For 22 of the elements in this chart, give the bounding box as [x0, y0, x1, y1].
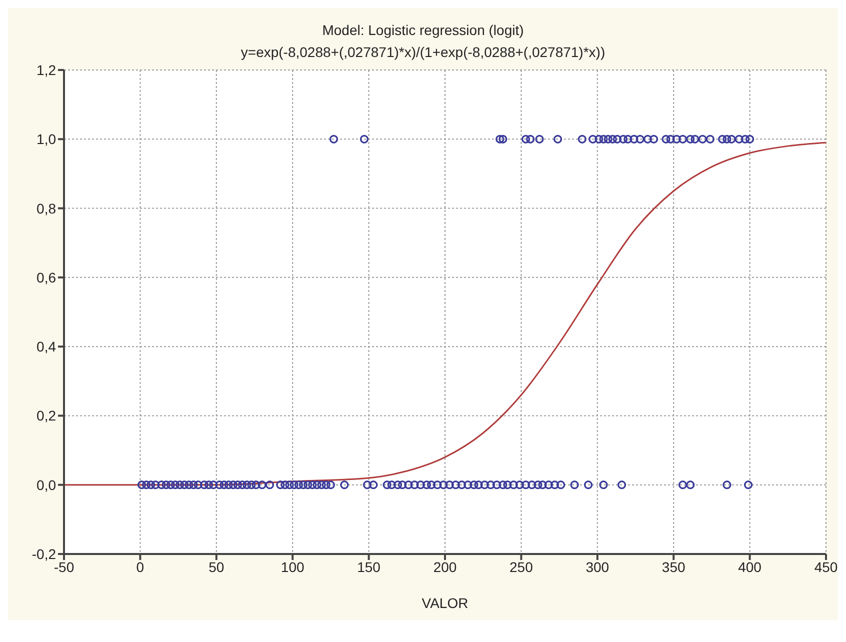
- x-tick-label: 150: [357, 558, 381, 575]
- x-tick-label: 350: [662, 558, 686, 575]
- x-tick-label: 100: [280, 558, 304, 575]
- y-tick-label: 1,0: [36, 131, 56, 148]
- x-tick-label: 300: [586, 558, 610, 575]
- x-tick-label: 200: [433, 558, 457, 575]
- y-tick-label: -0,2: [32, 546, 56, 562]
- y-tick-label: 0,8: [36, 200, 56, 216]
- x-tick-label: 250: [510, 558, 534, 575]
- chart-subtitle: y=exp(-8,0288+(,027871)*x)/(1+exp(-8,0288+(,027871)*x)): [240, 44, 606, 60]
- x-axis-title: VALOR: [422, 595, 468, 611]
- y-tick-label: 1,2: [36, 62, 56, 78]
- x-tick-label: 450: [814, 558, 838, 575]
- y-tick-label: 0,2: [36, 408, 56, 424]
- x-tick-label: -50: [54, 558, 74, 575]
- y-tick-label: 0,4: [36, 338, 56, 355]
- x-tick-label: 0: [136, 558, 144, 575]
- x-tick-label: 400: [738, 558, 762, 575]
- y-tick-label: 0,6: [36, 269, 56, 286]
- y-tick-label: 0,0: [36, 476, 56, 493]
- x-tick-label: 50: [208, 558, 224, 575]
- chart-title: Model: Logistic regression (logit): [321, 22, 525, 38]
